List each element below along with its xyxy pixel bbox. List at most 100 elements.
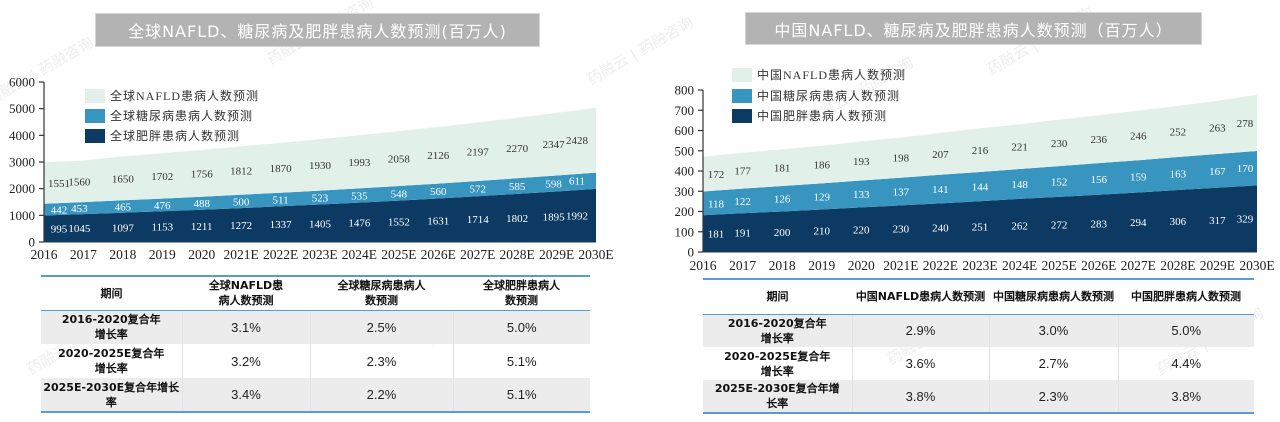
cell-diabetes-cagr: 2.2%: [309, 378, 453, 412]
cell-nafld-cagr: 3.1%: [181, 310, 310, 344]
cell-nafld-cagr: 3.2%: [181, 344, 310, 378]
x-tick-label: 2026E: [1081, 258, 1116, 273]
cell-obesity-cagr: 5.0%: [1117, 314, 1254, 347]
x-tick-label: 2024E: [1002, 258, 1037, 273]
x-tick-label: 2025E: [1042, 258, 1077, 273]
y-tick-label: 400: [675, 164, 695, 179]
legend-label-nafld: 中国NAFLD患病人数预测: [757, 68, 907, 82]
data-label-nafld: 177: [734, 166, 751, 178]
data-label-nafld: 207: [932, 149, 949, 161]
x-tick-label: 2027E: [1121, 258, 1156, 273]
row-label: 2025E-2030E复合年增长率: [703, 380, 852, 413]
data-label-obesity: 1097: [112, 222, 135, 234]
data-label-obesity: 1992: [566, 210, 588, 222]
data-label-obesity: 1337: [270, 219, 293, 231]
x-tick-label: 2018: [769, 258, 796, 273]
cell-nafld-cagr: 2.9%: [851, 314, 989, 347]
data-label-diabetes: 585: [509, 181, 526, 193]
area-obesity: [703, 185, 1257, 252]
y-tick-label: 800: [675, 83, 695, 98]
x-tick-label: 2024E: [342, 247, 377, 262]
data-label-diabetes: 511: [273, 195, 289, 207]
data-label-nafld: 1870: [270, 163, 293, 175]
data-label-obesity: 1045: [68, 223, 91, 235]
data-label-nafld: 252: [1170, 127, 1187, 139]
legend-label-diabetes: 中国糖尿病患病人数预测: [757, 89, 901, 103]
row-label: 2025E-2030E复合年增长率: [41, 378, 182, 412]
x-tick-label: 2025E: [381, 247, 416, 262]
legend-swatch-diabetes: [732, 88, 752, 103]
table-row: 2020-2025E复合年增长率 3.6% 2.7% 4.4%: [703, 347, 1254, 380]
data-label-obesity: 1405: [309, 218, 332, 230]
data-label-obesity: 230: [893, 224, 910, 236]
data-label-nafld: 2347: [543, 139, 566, 151]
data-label-diabetes: 163: [1170, 169, 1187, 181]
data-label-diabetes: 122: [734, 196, 751, 208]
x-tick-label: 2020: [188, 247, 215, 262]
data-label-obesity: 181: [708, 229, 725, 241]
data-label-diabetes: 453: [71, 203, 88, 215]
x-tick-label: 2029E: [539, 247, 574, 262]
legend-item-diabetes: 中国糖尿病患病人数预测: [732, 88, 900, 103]
x-tick-label: 2022E: [263, 247, 298, 262]
cell-diabetes-cagr: 2.7%: [988, 347, 1118, 380]
data-label-obesity: 1272: [230, 220, 252, 232]
x-tick-label: 2028E: [1160, 258, 1195, 273]
row-label: 2020-2025E复合年增长率: [58, 347, 165, 375]
data-label-obesity: 995: [51, 224, 68, 236]
y-tick-label: 3000: [9, 155, 35, 170]
data-label-diabetes: 465: [115, 202, 132, 214]
data-label-nafld: 1702: [151, 171, 173, 183]
cell-diabetes-cagr: 2.5%: [309, 310, 453, 344]
data-label-obesity: 272: [1051, 219, 1068, 231]
data-label-obesity: 1631: [427, 215, 449, 227]
x-tick-label: 2026E: [421, 247, 456, 262]
data-label-diabetes: 133: [853, 189, 870, 201]
data-label-nafld: 230: [1051, 138, 1068, 150]
data-label-nafld: 186: [813, 160, 830, 172]
data-label-nafld: 1756: [191, 168, 214, 180]
data-label-diabetes: 442: [51, 205, 68, 217]
x-tick-label: 2021E: [883, 258, 918, 273]
data-label-nafld: 1560: [68, 176, 91, 188]
data-label-nafld: 263: [1209, 122, 1226, 134]
table-row: 2020-2025E复合年增长率 3.2% 2.3% 5.1%: [41, 344, 590, 378]
header-nafld: 中国NAFLD患病人数预测: [852, 279, 989, 315]
data-label-diabetes: 141: [932, 184, 949, 196]
x-tick-label: 2018: [109, 247, 136, 262]
legend-swatch-obesity: [732, 108, 752, 123]
row-label: 2016-2020复合年增长率: [703, 314, 852, 347]
data-label-obesity: 210: [813, 226, 830, 238]
x-tick-label: 2019: [149, 247, 176, 262]
data-label-diabetes: 548: [391, 188, 408, 200]
data-label-diabetes: 148: [1011, 179, 1028, 191]
data-label-obesity: 1153: [151, 222, 173, 234]
table-row: 2016-2020复合年增长率 3.1% 2.5% 5.0%: [41, 310, 590, 344]
x-tick-label: 2023E: [302, 247, 337, 262]
cell-obesity-cagr: 5.1%: [452, 378, 590, 412]
china-area-chart: 0 100 200 300 400 500 600 700 800 2016 2017 2018 201…: [675, 83, 1275, 274]
data-label-nafld: 2058: [388, 154, 411, 166]
data-label-diabetes: 118: [708, 198, 725, 210]
data-label-diabetes: 156: [1090, 174, 1107, 186]
data-label-nafld: 193: [853, 156, 870, 168]
data-label-nafld: 2428: [566, 135, 589, 147]
header-diabetes: 中国糖尿病患病人数预测: [989, 279, 1118, 315]
data-label-diabetes: 152: [1051, 177, 1068, 189]
legend-swatch-nafld: [732, 67, 752, 82]
y-tick-label: 100: [675, 224, 695, 239]
x-tick-label: 2023E: [962, 258, 997, 273]
data-label-diabetes: 488: [193, 198, 210, 210]
global-cagr-table: 期间 全球NAFLD患病人数预测 全球糖尿病患病人数预测 全球肥胖患病人数预测 …: [41, 275, 590, 413]
data-label-nafld: 236: [1090, 134, 1107, 146]
x-tick-label: 2016: [690, 258, 717, 273]
header-obesity: 全球肥胖患病人数预测: [453, 276, 590, 311]
x-tick-label: 2028E: [500, 247, 535, 262]
data-label-obesity: 1714: [467, 214, 490, 226]
data-label-diabetes: 159: [1130, 171, 1147, 183]
x-tick-label: 2030E: [1239, 258, 1274, 273]
legend-swatch-nafld: [85, 88, 105, 103]
data-label-diabetes: 572: [469, 184, 486, 196]
legend-item-obesity: 中国肥胖患病人数预测: [732, 108, 887, 123]
y-tick-label: 200: [675, 204, 695, 219]
